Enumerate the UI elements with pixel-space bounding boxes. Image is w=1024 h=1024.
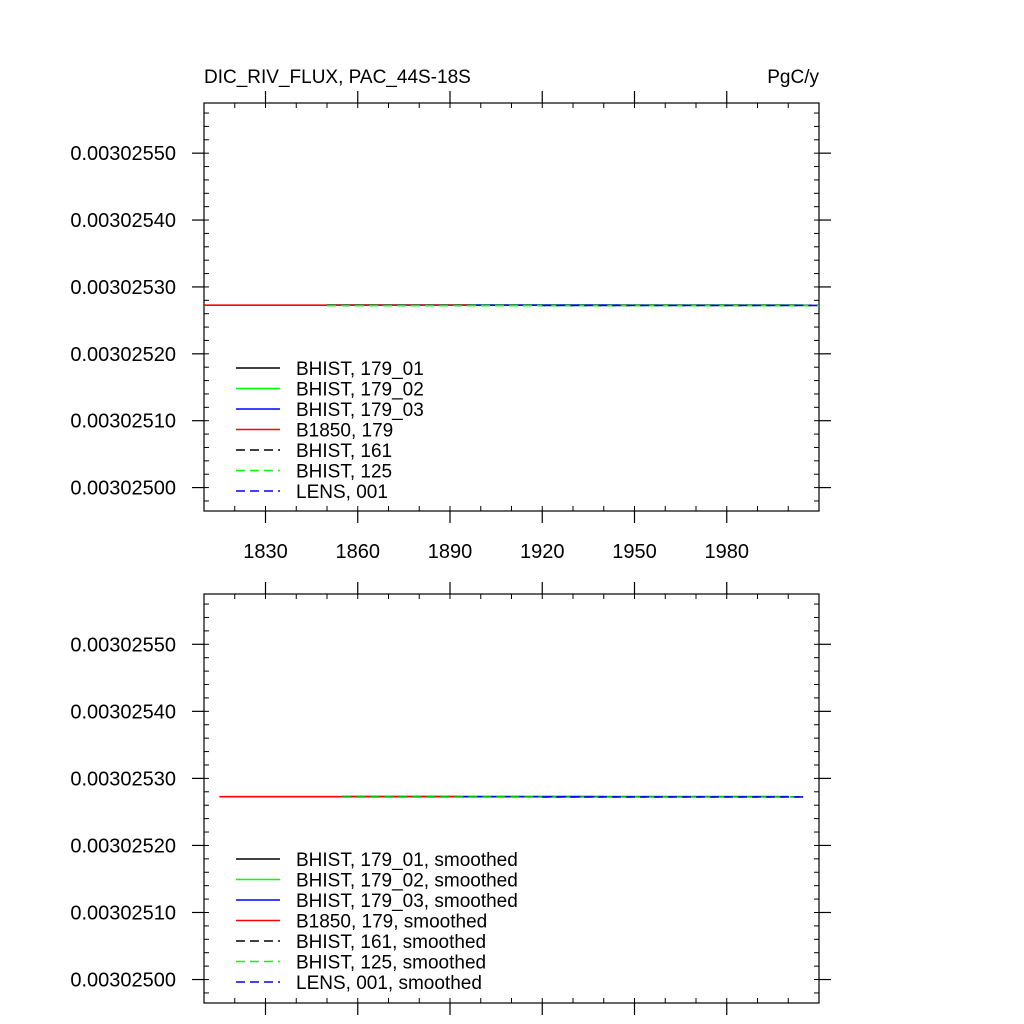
- x-tick-label: 1980: [705, 541, 750, 563]
- y-tick-label: 0.00302500: [70, 478, 176, 500]
- x-tick-label: 1890: [428, 541, 473, 563]
- x-tick-label: 1860: [336, 541, 381, 563]
- legend-label: BHIST, 179_02: [296, 380, 424, 401]
- x-tick-label: 1950: [612, 541, 657, 563]
- y-tick-label: 0.00302520: [70, 835, 176, 857]
- legend-label: BHIST, 179_01: [296, 359, 424, 380]
- y-tick-label: 0.00302550: [70, 143, 176, 165]
- legend-label: LENS, 001: [296, 482, 388, 503]
- legend-label: BHIST, 125: [296, 462, 392, 483]
- bottom-panel: 0.00302500 0.00302510 0.00302520 0.00302530…: [70, 582, 831, 1015]
- x-tick-label: 1830: [243, 541, 288, 563]
- legend-label: BHIST, 179_01, smoothed: [296, 850, 518, 871]
- legend-label: BHIST, 179_03, smoothed: [296, 891, 518, 912]
- y-tick-label: 0.00302540: [70, 210, 176, 232]
- y-tick-label: 0.00302500: [70, 970, 176, 992]
- y-tick-label: 0.00302550: [70, 634, 176, 656]
- y-tick-label: 0.00302530: [70, 768, 176, 790]
- top-panel: DIC_RIV_FLUX, PAC_44S-18S PgC/y 0.003025…: [70, 67, 831, 563]
- legend-label: BHIST, 179_03: [296, 400, 424, 421]
- y-tick-label: 0.00302520: [70, 344, 176, 366]
- y-tick-label: 0.00302530: [70, 277, 176, 299]
- legend-label: BHIST, 125, smoothed: [296, 953, 486, 974]
- chart-title: DIC_RIV_FLUX, PAC_44S-18S: [204, 67, 471, 88]
- chart-units: PgC/y: [767, 67, 819, 88]
- legend-label: BHIST, 161: [296, 441, 392, 462]
- legend-label: B1850, 179, smoothed: [296, 912, 487, 933]
- x-tick-label: 1920: [520, 541, 565, 563]
- legend-label: B1850, 179: [296, 421, 393, 442]
- y-tick-label: 0.00302510: [70, 411, 176, 433]
- legend-label: BHIST, 179_02, smoothed: [296, 871, 518, 892]
- legend-label: BHIST, 161, smoothed: [296, 932, 486, 953]
- y-tick-label: 0.00302510: [70, 902, 176, 924]
- legend-label: LENS, 001, smoothed: [296, 973, 482, 994]
- y-tick-label: 0.00302540: [70, 701, 176, 723]
